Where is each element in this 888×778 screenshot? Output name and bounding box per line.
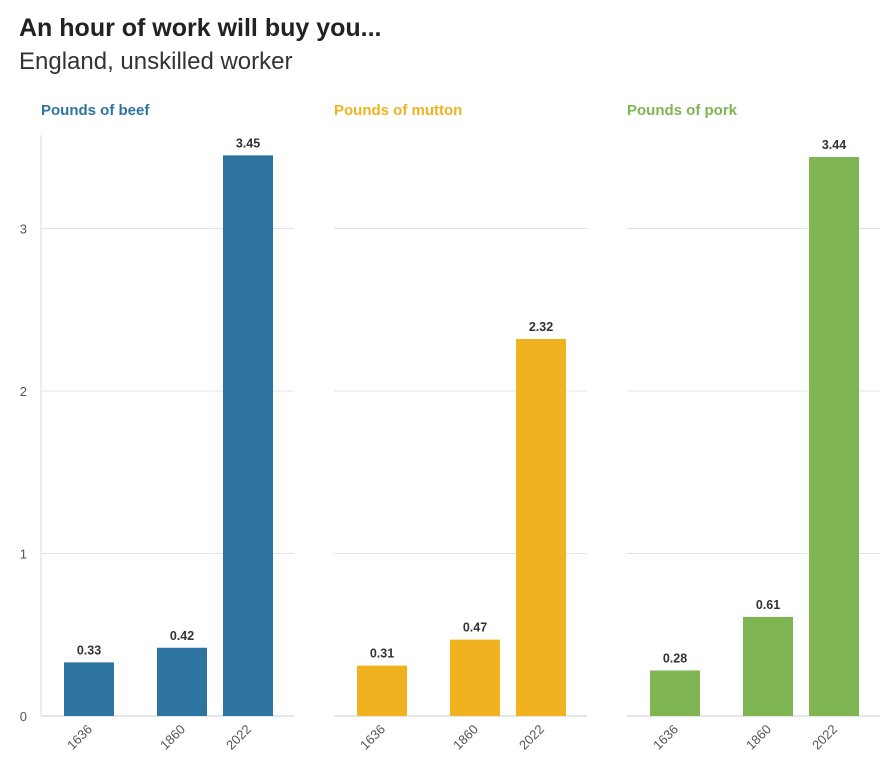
y-tick-label: 0 bbox=[20, 709, 27, 724]
data-label: 0.47 bbox=[463, 621, 487, 635]
data-label: 3.44 bbox=[822, 138, 846, 152]
data-label: 0.61 bbox=[756, 598, 780, 612]
data-label: 2.32 bbox=[529, 320, 553, 334]
x-tick-label: 1636 bbox=[357, 722, 388, 753]
x-tick-label: 2022 bbox=[809, 722, 840, 753]
y-tick-label: 1 bbox=[20, 547, 27, 562]
x-tick-label: 1860 bbox=[743, 722, 774, 753]
x-tick-label: 1860 bbox=[450, 722, 481, 753]
chart-title: An hour of work will buy you... bbox=[19, 14, 382, 42]
x-tick-label: 2022 bbox=[223, 722, 254, 753]
bar bbox=[743, 616, 793, 716]
x-tick-label: 2022 bbox=[516, 722, 547, 753]
bar bbox=[516, 339, 566, 716]
data-label: 0.42 bbox=[170, 629, 194, 643]
data-label: 0.28 bbox=[663, 652, 687, 666]
x-tick-label: 1636 bbox=[650, 722, 681, 753]
bar bbox=[157, 647, 207, 716]
panel-title: Pounds of beef bbox=[41, 102, 150, 119]
data-label: 0.33 bbox=[77, 643, 101, 657]
panel-title: Pounds of mutton bbox=[334, 102, 462, 119]
x-tick-label: 1860 bbox=[157, 722, 188, 753]
x-tick-label: 1636 bbox=[64, 722, 95, 753]
bar bbox=[650, 670, 700, 716]
data-label: 3.45 bbox=[236, 136, 260, 150]
bar bbox=[64, 662, 114, 716]
bar bbox=[809, 157, 859, 716]
y-tick-label: 2 bbox=[20, 384, 27, 399]
chart-subtitle: England, unskilled worker bbox=[19, 48, 293, 75]
y-tick-label: 3 bbox=[20, 222, 27, 237]
data-label: 0.31 bbox=[370, 647, 394, 661]
bar bbox=[450, 639, 500, 716]
bar bbox=[223, 155, 273, 716]
bar bbox=[357, 665, 407, 716]
panel-title: Pounds of pork bbox=[627, 102, 738, 119]
